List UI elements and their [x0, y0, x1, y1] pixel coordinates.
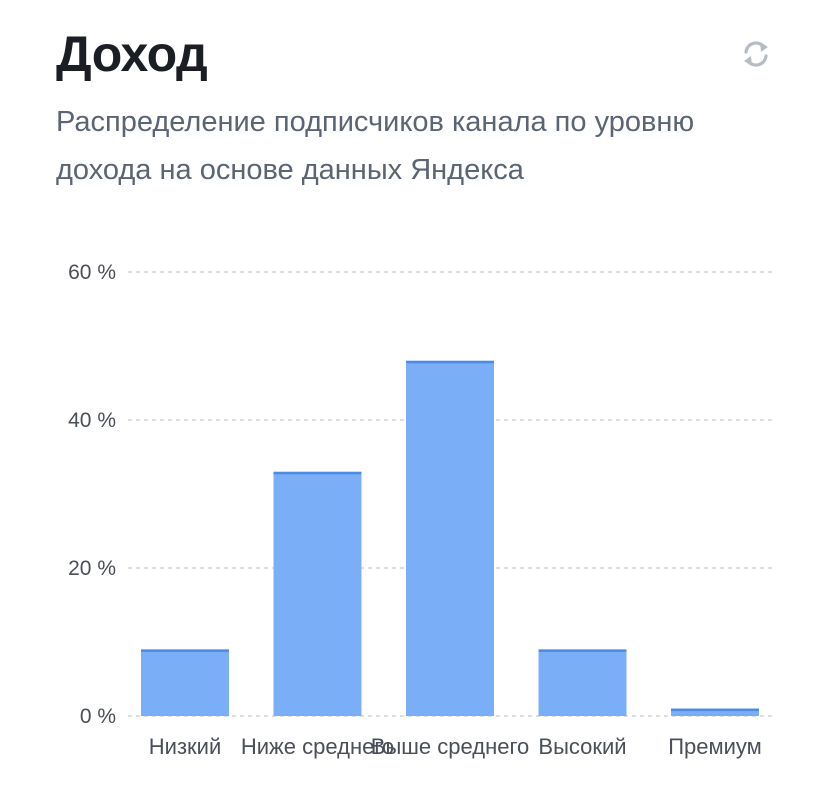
- bar-top-edge: [273, 471, 362, 475]
- bar-fill[interactable]: [406, 360, 494, 716]
- x-category-label: Высокий: [538, 734, 626, 759]
- bar-fill[interactable]: [273, 471, 362, 716]
- y-tick-label: 20 %: [68, 557, 116, 580]
- refresh-button[interactable]: [736, 34, 776, 74]
- bar-fill[interactable]: [141, 649, 229, 716]
- bars: [141, 360, 759, 716]
- y-tick-label: 60 %: [68, 261, 116, 284]
- card-title: Доход: [56, 26, 208, 82]
- bar-fill[interactable]: [538, 649, 627, 716]
- bar[interactable]: [406, 360, 494, 716]
- bar[interactable]: [141, 649, 229, 716]
- card-subtitle: Распределение подписчиков канала по уров…: [56, 106, 695, 186]
- bar[interactable]: [538, 649, 627, 716]
- x-category-label: Низкий: [149, 734, 221, 759]
- y-tick-label: 40 %: [68, 409, 116, 432]
- x-category-label: Выше среднего: [371, 734, 529, 759]
- bar-top-edge: [406, 360, 494, 364]
- refresh-icon: [744, 41, 768, 67]
- bar-fill[interactable]: [671, 708, 759, 716]
- bar-top-edge: [538, 649, 627, 652]
- x-category-label: Премиум: [668, 734, 762, 759]
- x-category-label: Ниже среднего: [241, 734, 394, 759]
- bar-top-edge: [141, 649, 229, 652]
- y-axis-ticks: 0 % 20 % 40 % 60 %: [68, 261, 116, 728]
- bar-top-edge: [671, 708, 759, 712]
- bar[interactable]: [671, 708, 759, 716]
- y-tick-label: 0 %: [80, 705, 116, 728]
- bar[interactable]: [273, 471, 362, 716]
